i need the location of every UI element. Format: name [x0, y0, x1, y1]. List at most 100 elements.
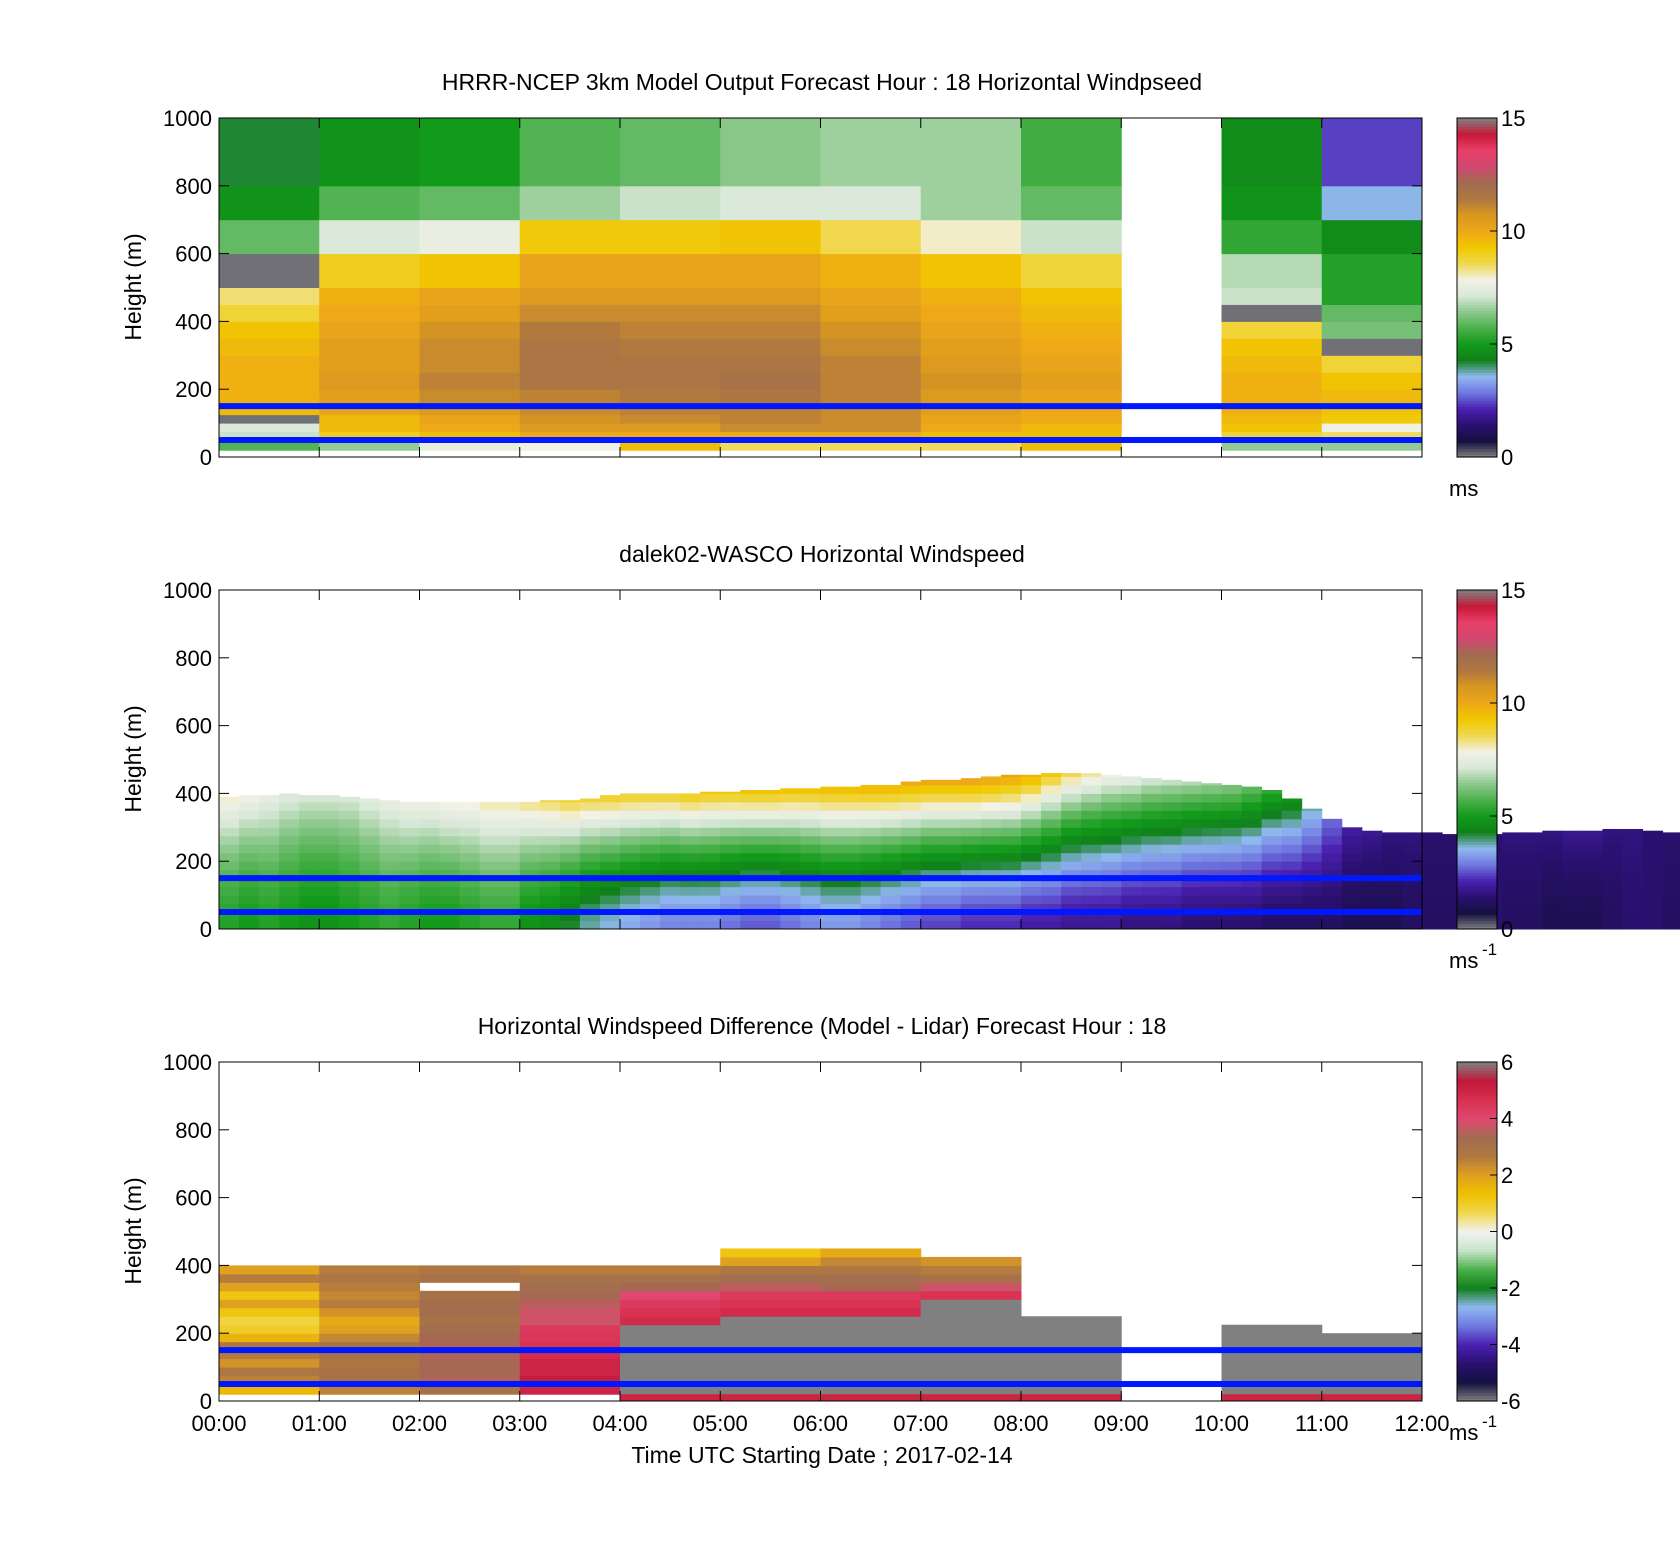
colorbar-segment: [1457, 807, 1497, 811]
lidar-gate-cell: [640, 903, 661, 913]
difference-y-axis-label: Height (m): [120, 1177, 146, 1284]
colorbar-unit-label: ms: [1449, 476, 1478, 501]
lidar-gate-cell: [1522, 878, 1543, 888]
colorbar-segment: [1457, 1098, 1497, 1103]
lidar-gate-cell: [359, 912, 380, 922]
colorbar-segment: [1457, 708, 1497, 713]
lidar-gate-cell: [359, 861, 380, 871]
lidar-gate-cell: [519, 852, 541, 862]
lidar-gate-cell: [720, 903, 741, 913]
heatmap-cell: [319, 1341, 420, 1351]
heatmap-cell: [1321, 1394, 1423, 1401]
colorbar-segment: [1457, 705, 1497, 710]
lidar-gate-cell: [1301, 808, 1323, 811]
lidar-gate-cell: [479, 886, 501, 896]
colorbar-segment: [1457, 1330, 1497, 1334]
lidar-gate-cell: [279, 920, 300, 930]
lidar-gate-cell: [960, 912, 982, 922]
heatmap-cell: [319, 287, 420, 305]
lidar-gate-cell: [1121, 903, 1142, 913]
heatmap-cell: [620, 406, 721, 416]
lidar-gate-cell: [1221, 835, 1243, 845]
lidar-gate-cell: [840, 878, 862, 888]
lidar-gate-cell: [1000, 920, 1022, 930]
lidar-gate-cell: [820, 852, 842, 862]
lidar-gate-cell: [1422, 861, 1443, 871]
heatmap-cell: [1221, 1333, 1323, 1343]
lidar-gate-cell: [1201, 827, 1222, 837]
lidar-gate-cell: [439, 827, 461, 837]
lidar-gate-cell: [1602, 886, 1623, 896]
heatmap-cell: [1021, 1358, 1122, 1368]
lidar-gate-cell: [1101, 793, 1122, 803]
heatmap-cell: [219, 287, 320, 305]
lidar-gate-cell: [1000, 852, 1022, 862]
lidar-gate-cell: [339, 886, 360, 896]
heatmap-cell: [1021, 1350, 1122, 1360]
colorbar-segment: [1457, 1081, 1497, 1086]
lidar-gate-cell: [239, 810, 260, 820]
heatmap-cell: [620, 338, 721, 356]
lidar-gate-cell: [1361, 895, 1383, 905]
heatmap-cell: [219, 1358, 320, 1368]
heatmap-cell: [419, 406, 521, 416]
lidar-gate-cell: [800, 895, 821, 905]
colorbar-segment: [1457, 375, 1497, 379]
heatmap-cell: [1221, 355, 1323, 373]
colorbar-segment: [1457, 137, 1497, 142]
heatmap-cell: [920, 304, 1022, 322]
heatmap-cell: [419, 338, 521, 356]
colorbar-segment: [1457, 722, 1497, 727]
colorbar-segment: [1457, 1126, 1497, 1131]
lidar-gate-cell: [319, 869, 340, 879]
lidar-gate-cell: [1081, 903, 1102, 913]
lidar-gate-cell: [419, 886, 441, 896]
colorbar-segment: [1457, 157, 1497, 161]
lidar-gate-cell: [900, 793, 922, 803]
heatmap-cell: [319, 118, 420, 187]
lidar-gate-cell: [920, 895, 942, 905]
lidar-gate-cell: [840, 793, 862, 803]
lidar-gate-cell: [1361, 920, 1383, 930]
lidar-gate-cell: [660, 903, 681, 913]
lidar-gate-cell: [680, 861, 701, 871]
lidar-gate-cell: [820, 920, 842, 930]
lidar-gate-cell: [700, 861, 721, 871]
lidar-gate-cell: [1381, 912, 1403, 922]
heatmap-cell: [820, 321, 922, 339]
lidar-gate-cell: [339, 835, 360, 845]
lidar-gate-cell: [1642, 878, 1664, 888]
lidar-gate-cell: [760, 895, 781, 905]
lidar-gate-cell: [1181, 886, 1202, 896]
lidar-gate-cell: [359, 801, 380, 811]
lidar-gate-cell: [259, 912, 280, 922]
lidar-gate-cell: [1642, 844, 1664, 854]
heatmap-cell: [720, 406, 821, 416]
lidar-gate-cell: [960, 810, 982, 820]
colorbar-segment: [1457, 1302, 1497, 1306]
lidar-gate-cell: [1000, 878, 1022, 888]
colorbar-segment: [1457, 420, 1497, 424]
lidar-gate-cell: [1502, 869, 1523, 879]
colorbar-segment: [1457, 849, 1497, 854]
heatmap-cell: [219, 431, 320, 441]
lidar-gate-cell: [1021, 784, 1042, 794]
lidar-gate-cell: [940, 852, 962, 862]
lidar-gate-cell: [1281, 861, 1303, 871]
lidar-gate-cell: [1321, 869, 1343, 879]
model-heatmap: [219, 118, 1423, 451]
lidar-gate-cell: [700, 810, 721, 820]
colorbar-segment: [1457, 414, 1497, 419]
colorbar-segment: [1457, 290, 1497, 294]
lidar-gate-cell: [1141, 784, 1162, 794]
lidar-gate-cell: [1602, 828, 1623, 837]
lidar-gate-cell: [219, 810, 240, 820]
lidar-gate-cell: [1141, 903, 1162, 913]
heatmap-cell: [720, 253, 821, 288]
colorbar-segment: [1457, 256, 1497, 260]
lidar-gate-cell: [599, 810, 621, 820]
colorbar-segment: [1457, 194, 1497, 198]
lidar-gate-cell: [1401, 852, 1423, 862]
